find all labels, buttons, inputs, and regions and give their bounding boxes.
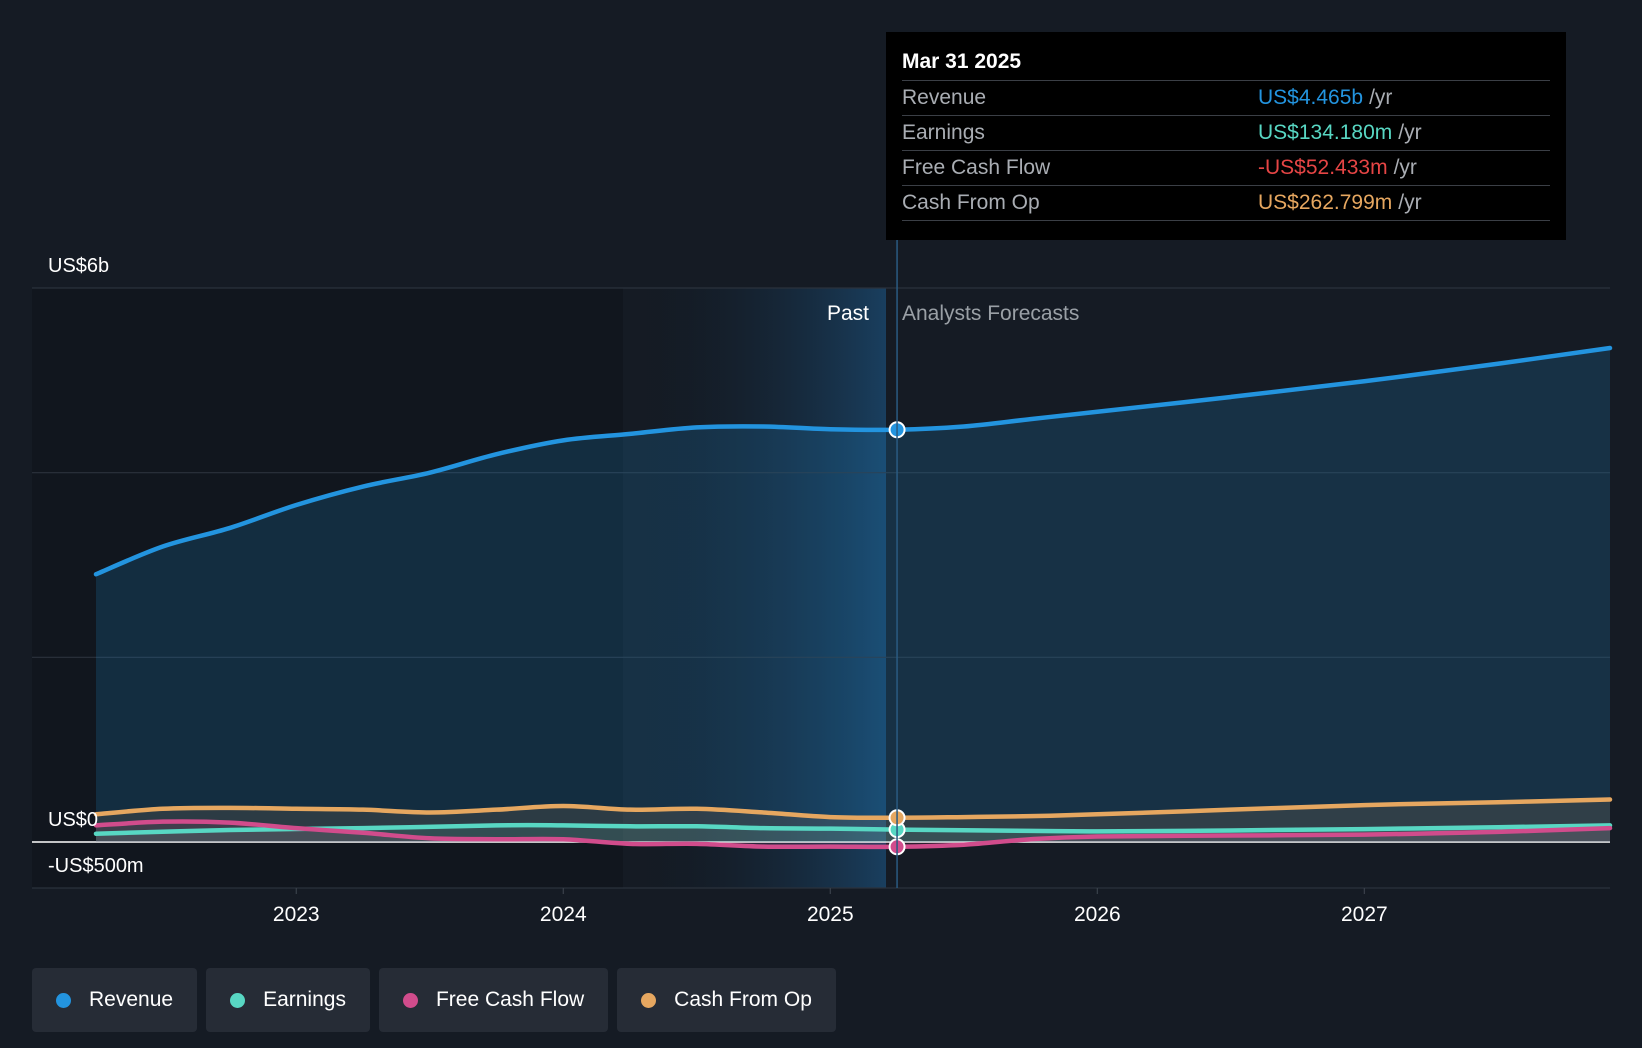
- data-tooltip: Mar 31 2025 Revenue US$4.465b/yr Earnings U…: [886, 32, 1566, 240]
- tooltip-value-unit: /yr: [1398, 121, 1422, 144]
- legend-item-revenue[interactable]: Revenue: [32, 968, 198, 1032]
- tooltip-row-label: Earnings: [902, 121, 985, 144]
- x-tick-label: 2027: [1341, 903, 1388, 926]
- forecast-label: Analysts Forecasts: [902, 302, 1079, 325]
- legend-label: Cash From Op: [674, 988, 812, 1011]
- tooltip-row-label: Revenue: [902, 86, 987, 109]
- free-cash-flow-line: [93, 819, 1613, 850]
- past-background: [32, 288, 623, 888]
- tooltip-row-value: US$262.799m/yr: [1258, 186, 1422, 220]
- tooltip-row: Free Cash Flow -US$52.433m/yr: [902, 150, 1550, 185]
- past-label: Past: [827, 302, 869, 325]
- tooltip-row: Earnings US$134.180m/yr: [902, 115, 1550, 150]
- tooltip-value-amount: US$4.465b: [1258, 86, 1364, 109]
- series-lines: [93, 345, 1613, 850]
- tooltip-row-label: Free Cash Flow: [902, 156, 1051, 179]
- tooltip-value-amount: US$262.799m: [1258, 191, 1393, 214]
- legend-dot-icon: [641, 992, 657, 1008]
- legend: Revenue Earnings Free Cash Flow Cash From O…: [32, 968, 836, 1032]
- tooltip-row-value: US$4.465b/yr: [1258, 81, 1392, 115]
- y-axis-top-label: US$6b: [48, 255, 109, 277]
- tooltip-row-label: Cash From Op: [902, 191, 1040, 214]
- tooltip-value-amount: US$134.180m: [1258, 121, 1393, 144]
- tooltip-value-amount: -US$52.433m: [1258, 156, 1388, 179]
- tooltip-date: Mar 31 2025: [902, 50, 1022, 73]
- tooltip-value-unit: /yr: [1398, 191, 1422, 214]
- x-tick-label: 2023: [273, 903, 320, 926]
- x-tick-label: 2025: [807, 903, 854, 926]
- tooltip-row-value: -US$52.433m/yr: [1258, 151, 1417, 185]
- legend-label: Revenue: [89, 988, 174, 1011]
- earnings-line: [93, 822, 1613, 836]
- chart: Past Analysts Forecasts US$6b US$0 -US$5…: [32, 240, 1613, 926]
- past-highlight: [623, 288, 886, 888]
- tooltip-row: Revenue US$4.465b/yr: [902, 80, 1550, 115]
- revenue-line: [93, 345, 1613, 577]
- tooltip-row: Cash From Op US$262.799m/yr: [902, 185, 1550, 221]
- legend-dot-icon: [56, 992, 71, 1008]
- legend-dot-icon: [402, 992, 418, 1008]
- x-tick-label: 2024: [540, 903, 587, 926]
- x-tick-label: 2026: [1074, 903, 1121, 926]
- y-axis-zero-label: US$0: [48, 809, 98, 831]
- tooltip-row-value: US$134.180m/yr: [1258, 116, 1422, 150]
- y-axis-bottom-label: -US$500m: [48, 855, 144, 877]
- legend-label: Earnings: [263, 988, 346, 1011]
- tooltip-value-unit: /yr: [1369, 86, 1393, 109]
- legend-item-cash-from-op[interactable]: Cash From Op: [617, 968, 836, 1032]
- gridlines: [32, 287, 1610, 889]
- legend-item-earnings[interactable]: Earnings: [206, 968, 370, 1032]
- tooltip-value-unit: /yr: [1393, 156, 1417, 179]
- revenue-area: [96, 348, 1610, 842]
- legend-label: Free Cash Flow: [435, 988, 585, 1011]
- x-axis-ticks: 2023 2024 2025 2026 2027: [273, 888, 1388, 926]
- cash-from-op-line: [93, 797, 1613, 820]
- legend-dot-icon: [230, 992, 246, 1008]
- legend-item-free-cash-flow[interactable]: Free Cash Flow: [378, 968, 609, 1032]
